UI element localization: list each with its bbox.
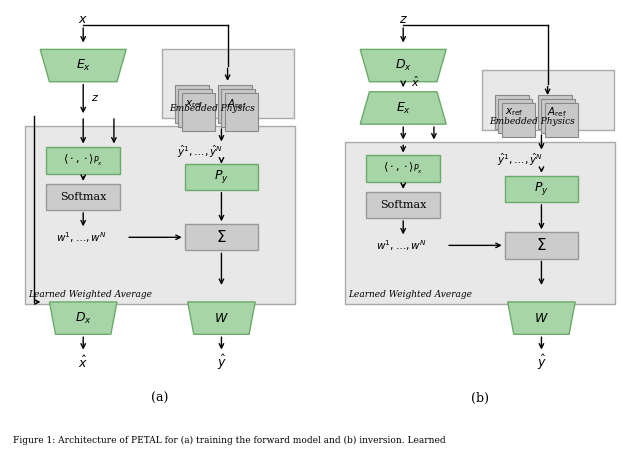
- Text: Embedded Physics: Embedded Physics: [169, 104, 255, 113]
- Bar: [182, 93, 215, 131]
- Text: Embedded Physics: Embedded Physics: [489, 117, 575, 126]
- Text: $z$: $z$: [91, 93, 99, 103]
- Bar: [504, 232, 579, 259]
- Text: $D_x$: $D_x$: [75, 311, 92, 326]
- Bar: [545, 103, 579, 137]
- Text: $\hat{y}$: $\hat{y}$: [216, 353, 227, 372]
- Bar: [502, 103, 535, 137]
- Text: $x$: $x$: [78, 13, 88, 26]
- Text: $w^1,\ldots,w^N$: $w^1,\ldots,w^N$: [376, 238, 427, 253]
- Text: $\Sigma$: $\Sigma$: [536, 238, 547, 253]
- Polygon shape: [360, 92, 446, 124]
- Text: $D_x$: $D_x$: [395, 58, 412, 73]
- Text: (a): (a): [151, 392, 169, 405]
- Text: $\hat{x}$: $\hat{x}$: [411, 75, 420, 89]
- Text: $\langle\cdot,\cdot\rangle_{P_x}$: $\langle\cdot,\cdot\rangle_{P_x}$: [63, 153, 103, 168]
- Bar: [495, 95, 529, 129]
- Text: Softmax: Softmax: [380, 200, 426, 210]
- Text: $A_{\mathrm{ref}}$: $A_{\mathrm{ref}}$: [227, 97, 246, 111]
- Bar: [46, 147, 120, 174]
- Text: Learned Weighted Average: Learned Weighted Average: [348, 290, 472, 299]
- Bar: [184, 163, 259, 190]
- Bar: [481, 70, 614, 130]
- Bar: [366, 192, 440, 218]
- Text: Learned Weighted Average: Learned Weighted Average: [28, 290, 152, 299]
- Text: $E_x$: $E_x$: [396, 101, 411, 115]
- Bar: [225, 93, 259, 131]
- Text: $z$: $z$: [399, 13, 408, 26]
- Bar: [538, 95, 572, 129]
- Text: $\hat{y}$: $\hat{y}$: [536, 353, 547, 372]
- Bar: [25, 126, 295, 304]
- Polygon shape: [188, 302, 255, 334]
- Text: $\hat{y}^1,\ldots,\hat{y}^N$: $\hat{y}^1,\ldots,\hat{y}^N$: [497, 152, 543, 168]
- Bar: [179, 89, 212, 127]
- Bar: [504, 176, 579, 202]
- Text: $\langle\cdot,\cdot\rangle_{P_x}$: $\langle\cdot,\cdot\rangle_{P_x}$: [383, 161, 423, 176]
- Text: $x_{\mathrm{ref}}$: $x_{\mathrm{ref}}$: [504, 106, 523, 118]
- Text: $\Sigma$: $\Sigma$: [216, 229, 227, 245]
- Polygon shape: [40, 49, 126, 82]
- Bar: [345, 142, 615, 304]
- Bar: [221, 89, 255, 127]
- Text: $w^1,\ldots,w^N$: $w^1,\ldots,w^N$: [56, 230, 107, 245]
- Text: $A_{\mathrm{ref}}$: $A_{\mathrm{ref}}$: [547, 105, 566, 119]
- Bar: [161, 49, 294, 118]
- Bar: [499, 99, 532, 133]
- Text: Softmax: Softmax: [60, 192, 106, 202]
- Text: $\hat{y}^1,\ldots,\hat{y}^N$: $\hat{y}^1,\ldots,\hat{y}^N$: [177, 144, 223, 160]
- Text: Figure 1: Architecture of PETAL for (a) training the forward model and (b) inver: Figure 1: Architecture of PETAL for (a) …: [13, 436, 445, 445]
- Text: $P_y$: $P_y$: [534, 180, 549, 197]
- Bar: [366, 155, 440, 182]
- Text: $E_x$: $E_x$: [76, 58, 91, 73]
- Bar: [46, 184, 120, 210]
- Text: $\hat{x}$: $\hat{x}$: [78, 355, 88, 370]
- Text: $x_{\mathrm{ref}}$: $x_{\mathrm{ref}}$: [184, 98, 203, 110]
- Text: $P_y$: $P_y$: [214, 168, 229, 185]
- Bar: [218, 85, 252, 123]
- Polygon shape: [508, 302, 575, 334]
- Bar: [184, 224, 259, 251]
- Bar: [175, 85, 209, 123]
- Text: $W$: $W$: [214, 312, 229, 325]
- Bar: [541, 99, 575, 133]
- Polygon shape: [360, 49, 446, 82]
- Polygon shape: [49, 302, 117, 334]
- Text: (b): (b): [471, 392, 489, 405]
- Text: $W$: $W$: [534, 312, 549, 325]
